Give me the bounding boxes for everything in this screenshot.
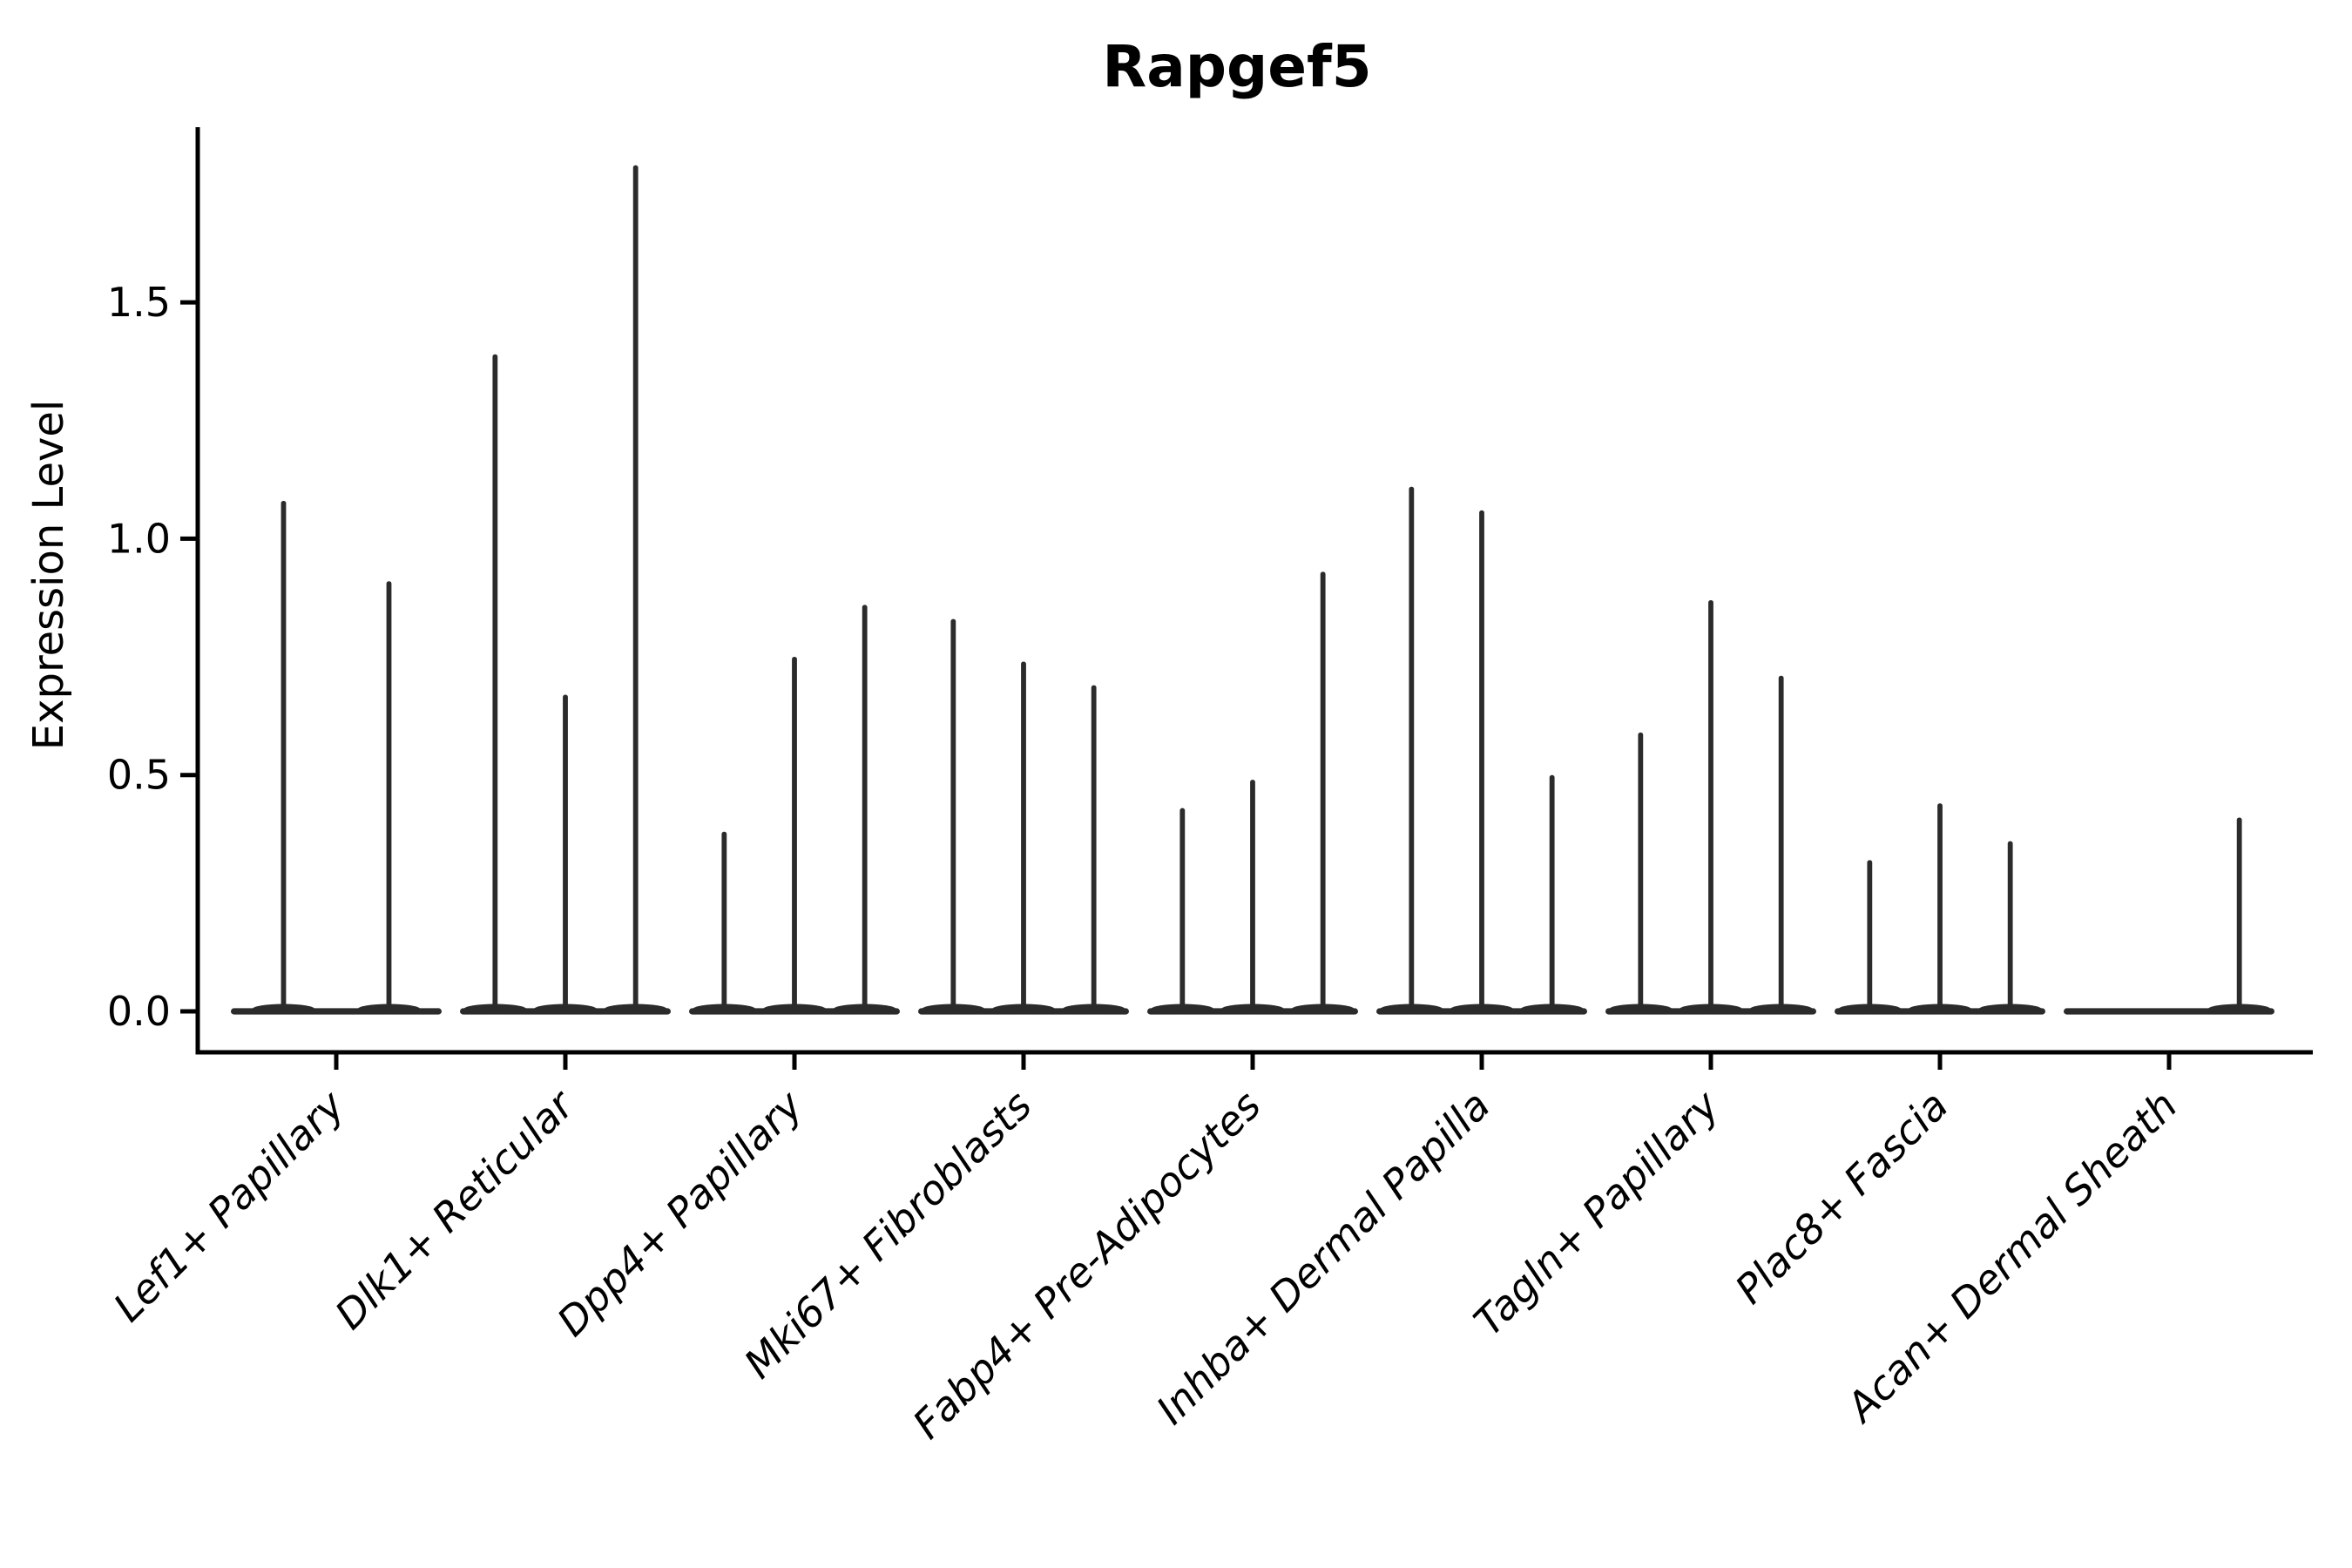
violin-spike xyxy=(950,618,956,1011)
violin-spike xyxy=(1778,675,1784,1011)
x-tick-label: Tagln+ Papillary xyxy=(1464,1081,1728,1345)
y-tick-label: 0.5 xyxy=(107,752,171,799)
violin-spike xyxy=(1250,780,1255,1011)
violins xyxy=(231,165,2274,1015)
violin-spike xyxy=(721,831,727,1011)
violin-group xyxy=(1835,803,2045,1015)
violin-spike xyxy=(2236,817,2242,1011)
violin-spike xyxy=(1937,803,1943,1011)
y-tick-label: 1.5 xyxy=(107,279,171,326)
violin-spike xyxy=(792,657,797,1011)
violin-group xyxy=(460,165,671,1015)
violin-spike xyxy=(280,500,287,1011)
violin-group xyxy=(689,605,900,1015)
violin-group xyxy=(1147,571,1358,1015)
violin-spike xyxy=(1479,510,1484,1011)
violin-spike xyxy=(862,605,868,1011)
violin-spike xyxy=(632,165,639,1012)
y-ticks: 0.0 0.5 1.0 1.5 xyxy=(107,279,198,1035)
x-tick-label: Dpp4+ Papillary xyxy=(548,1081,812,1345)
violin-spike xyxy=(1708,599,1713,1011)
violin-group xyxy=(1605,599,1816,1015)
violin-spike xyxy=(1320,571,1326,1011)
chart-title: Rapgef5 xyxy=(1102,33,1371,100)
violin-group xyxy=(918,618,1129,1015)
violin-spike xyxy=(386,581,392,1011)
x-tick-label: Lef1+ Papillary xyxy=(105,1081,354,1330)
violin-spike xyxy=(1179,808,1186,1011)
violin-spike xyxy=(1091,685,1097,1011)
violin-spike xyxy=(1867,860,1873,1011)
y-tick-label: 0.0 xyxy=(107,988,171,1035)
violin-spike xyxy=(1409,486,1415,1011)
violin-spike xyxy=(1021,661,1026,1011)
y-axis-label: Expression Level xyxy=(24,400,73,751)
y-tick-label: 1.0 xyxy=(107,515,171,562)
violin-group xyxy=(1376,486,1587,1015)
violin-group xyxy=(2064,817,2274,1015)
violin-spike xyxy=(1549,774,1555,1011)
violin-spike xyxy=(1638,732,1644,1011)
x-tick-label: Plac8+ Fascia xyxy=(1726,1082,1957,1313)
violin-group xyxy=(231,500,442,1015)
violin-spike xyxy=(2007,841,2013,1011)
violin-spike xyxy=(563,694,568,1011)
x-tick-label: Dlk1+ Reticular xyxy=(326,1079,585,1338)
violin-spike xyxy=(492,354,498,1011)
